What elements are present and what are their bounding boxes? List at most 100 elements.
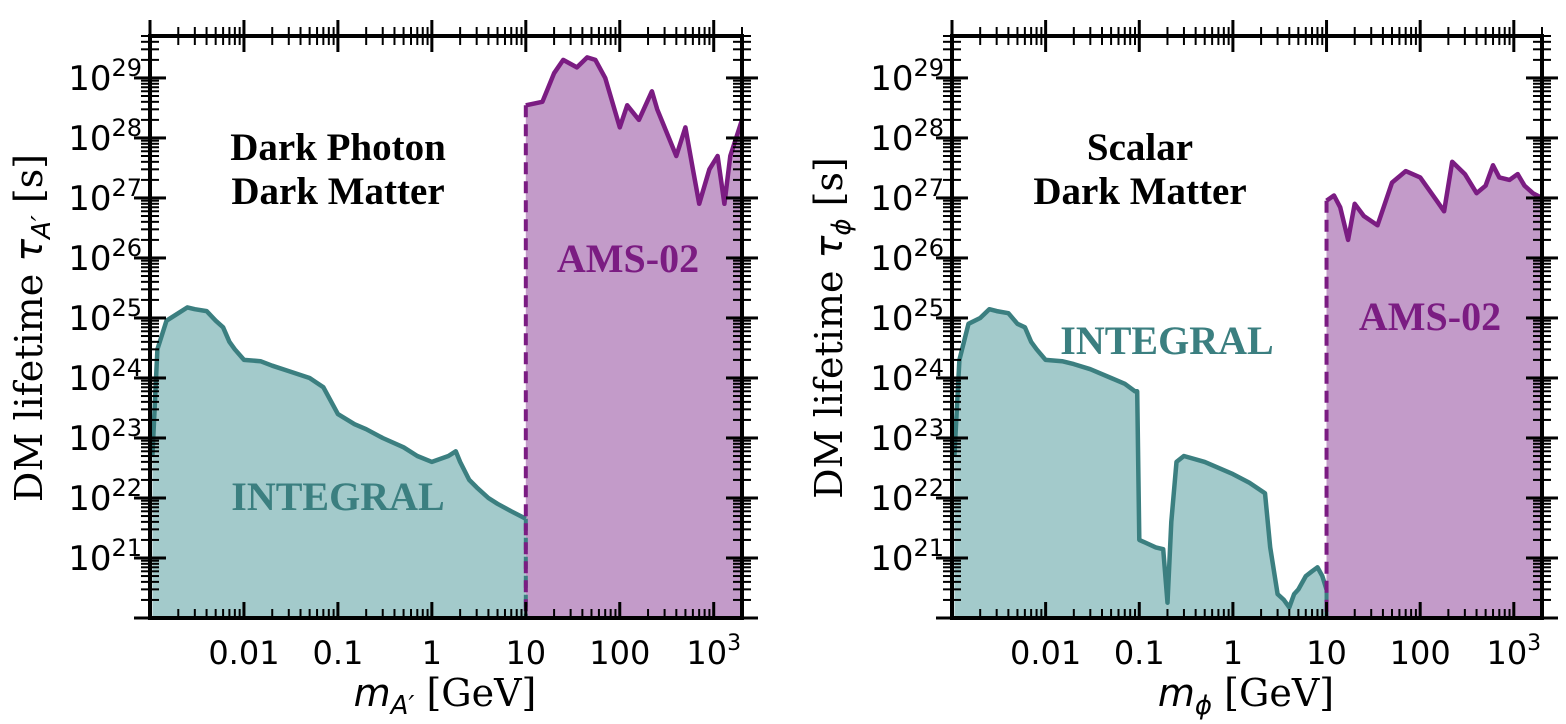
x-axis-label: mA′ [GeV] [354,671,537,721]
y-tick-label-base: 10 [870,179,913,219]
y-tick-label-base: 10 [870,359,913,399]
y-tick-label-exponent: 21 [913,534,944,562]
integral-curve [952,306,1329,610]
y-tick-label-base: 10 [68,239,111,279]
y-tick-label: 1021 [68,534,142,579]
y-tick-label-exponent: 26 [913,234,944,262]
x-tick-label-base: 10 [1486,634,1527,672]
y-tick-label: 1027 [870,174,944,219]
y-axis-label-text: DM lifetime [807,258,851,498]
y-tick-label: 1026 [870,234,944,279]
x-axis-label-symbol: m [354,671,391,715]
x-tick-label: 0.1 [312,634,363,672]
y-tick-label: 1025 [870,294,944,339]
x-tick-label: 0.1 [1114,634,1165,672]
y-tick-label-base: 10 [870,419,913,459]
y-tick-label-exponent: 28 [913,114,944,142]
y-tick-label-exponent: 27 [111,174,142,202]
y-axis-label-text: DM lifetime [7,262,51,502]
y-axis-label-symbol: τ [7,238,51,262]
y-tick-label: 1024 [68,354,142,399]
y-axis-label-unit: [s] [807,157,851,218]
panel-title-line-1: Dark Photon [230,126,446,169]
x-tick-label: 1 [422,634,442,672]
y-tick-label-base: 10 [68,419,111,459]
y-tick-label-base: 10 [68,479,111,519]
y-tick-label-exponent: 25 [913,294,944,322]
x-axis-label-subscript: A′ [389,691,415,721]
integral-region-label: INTEGRAL [231,474,444,519]
y-tick-label-exponent: 26 [111,234,142,262]
y-tick-label-base: 10 [68,179,111,219]
y-axis-label-subscript: ϕ [827,218,857,235]
y-tick-label: 1027 [68,174,142,219]
y-tick-label-base: 10 [68,299,111,339]
y-tick-label: 1022 [870,474,944,519]
y-tick-label: 1025 [68,294,142,339]
integral-area-fill [152,307,526,618]
ams-area-fill [525,57,742,618]
integral-area-fill [954,309,1327,618]
y-tick-label: 1021 [870,534,944,579]
ams-area-fill [1326,161,1542,619]
x-tick-label: 10 [1306,634,1347,672]
ams-region-label: AMS-02 [557,236,699,281]
y-axis-label-subscript: A′ [27,215,57,241]
x-tick-label: 100 [589,634,650,672]
y-tick-label-exponent: 22 [111,474,142,502]
x-tick-label: 100 [1390,634,1451,672]
x-axis-label: mϕ [GeV] [1158,671,1334,721]
y-tick-label-exponent: 25 [111,294,142,322]
x-axis-label-symbol: m [1158,671,1195,715]
ams-curve [525,55,745,207]
y-tick-label: 1023 [870,414,944,459]
x-tick-label: 0.01 [208,634,279,672]
x-tick-label-exponent: 3 [1527,631,1541,656]
y-tick-label-exponent: 23 [111,414,142,442]
x-tick-label: 10 [505,634,546,672]
y-tick-label-exponent: 24 [111,354,142,382]
panel-title-line-2: Dark Matter [1033,170,1246,213]
y-tick-label: 1029 [68,54,142,99]
ams-region-label: AMS-02 [1359,294,1501,339]
integral-region-label: INTEGRAL [1060,318,1273,363]
y-tick-label-base: 10 [870,539,913,579]
y-axis-label-symbol: τ [807,234,851,258]
y-axis-label: DM lifetime τϕ [s] [807,157,857,499]
x-tick-label-base: 10 [686,634,727,672]
y-tick-label-exponent: 28 [111,114,142,142]
y-tick-label-base: 10 [870,479,913,519]
y-tick-label: 1023 [68,414,142,459]
y-tick-label-base: 10 [68,119,111,159]
y-tick-label-base: 10 [870,119,913,159]
x-axis-label-subscript: ϕ [1195,691,1212,721]
y-tick-label: 1022 [68,474,142,519]
y-tick-label-exponent: 22 [913,474,944,502]
y-tick-label-exponent: 23 [913,414,944,442]
y-tick-label: 1028 [68,114,142,159]
x-tick-label: 103 [1486,631,1541,672]
y-tick-label-base: 10 [68,539,111,579]
y-tick-label-base: 10 [68,59,111,99]
panel-title-line-1: Scalar [1087,126,1193,169]
integral-curve [150,305,527,521]
x-tick-label: 0.01 [1010,634,1081,672]
y-tick-label: 1024 [870,354,944,399]
y-tick-label-exponent: 27 [913,174,944,202]
y-tick-label-exponent: 24 [913,354,944,382]
y-axis-label-unit: [s] [7,154,51,215]
y-tick-label-base: 10 [870,299,913,339]
x-axis-label-unit: [GeV] [414,671,536,715]
ams-curve [1325,159,1544,243]
y-tick-label-exponent: 21 [111,534,142,562]
y-tick-label-exponent: 29 [913,54,944,82]
x-tick-label: 1 [1223,634,1243,672]
y-tick-label-base: 10 [870,239,913,279]
y-axis-label: DM lifetime τA′ [s] [7,154,57,502]
y-tick-label: 1026 [68,234,142,279]
y-tick-label-base: 10 [870,59,913,99]
x-tick-label-exponent: 3 [727,631,741,656]
